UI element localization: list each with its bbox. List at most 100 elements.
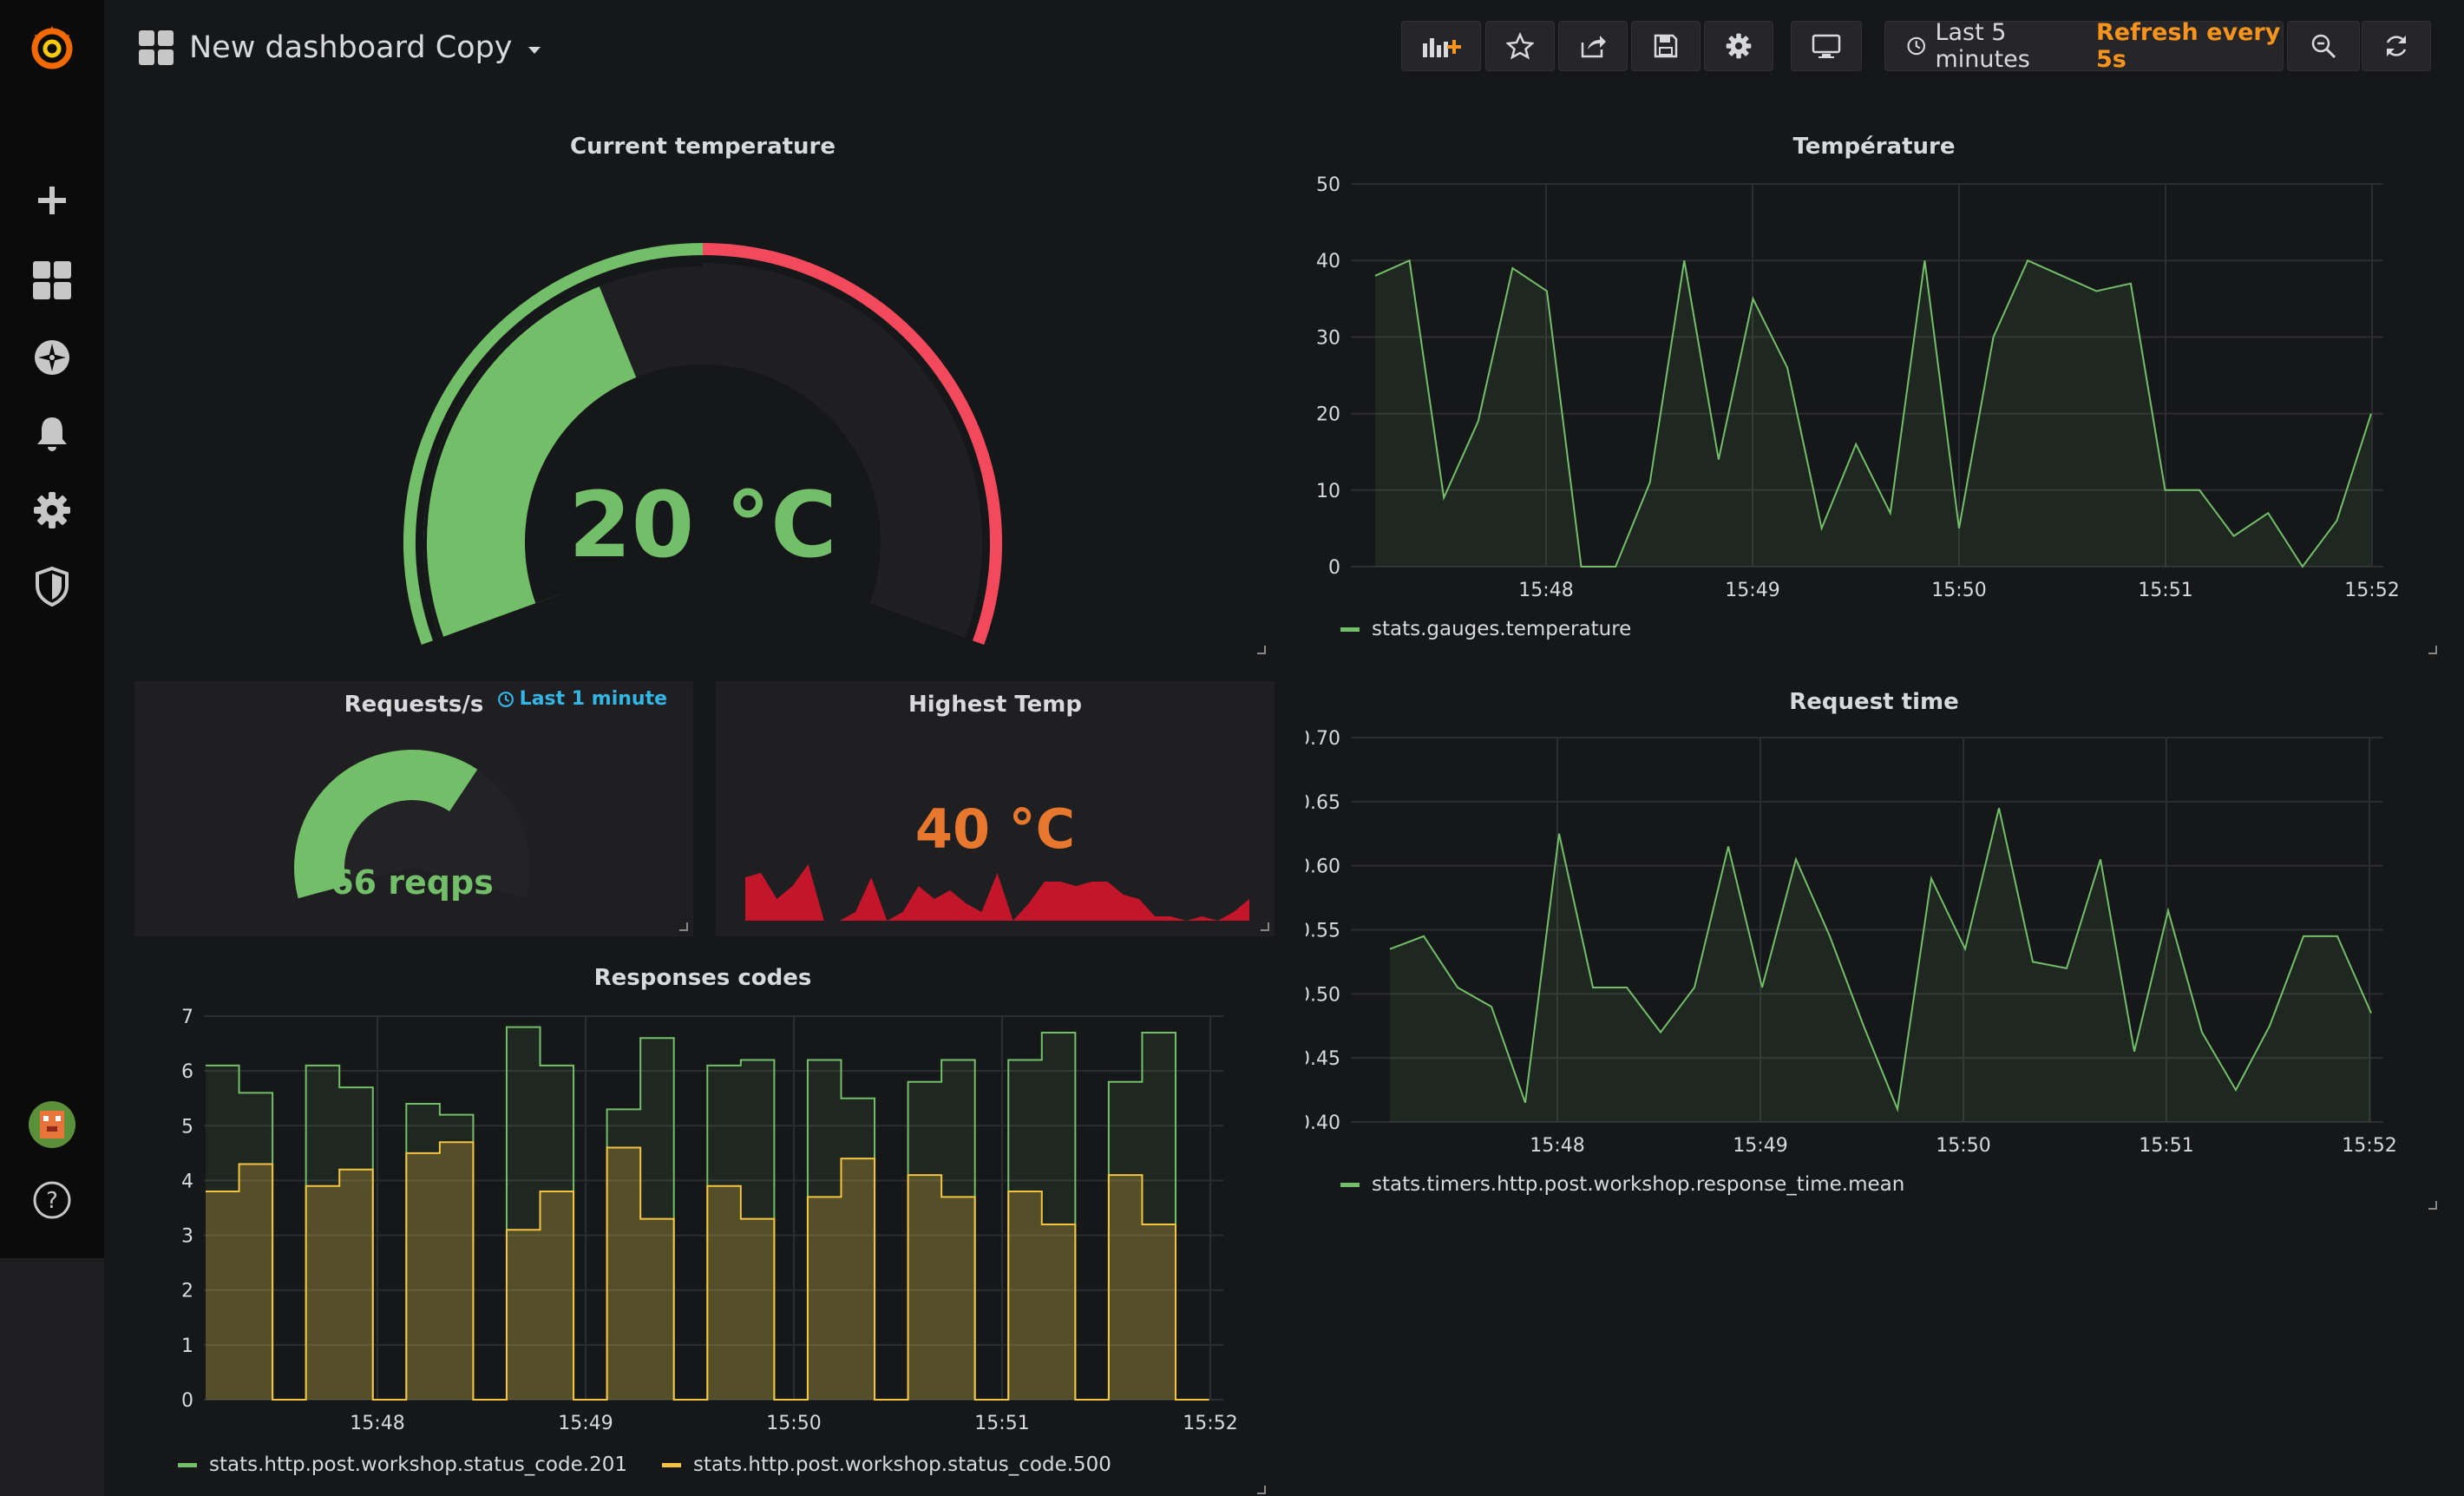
- legend-item[interactable]: stats.timers.http.post.workshop.response…: [1340, 1173, 1904, 1196]
- gauge-threshold-green: [403, 243, 704, 645]
- gauge-value-arc: [294, 750, 478, 899]
- legend-label[interactable]: stats.http.post.workshop.status_code.500: [692, 1453, 1111, 1476]
- x-tick-label: 15:52: [1183, 1413, 1237, 1434]
- panel-resize-handle[interactable]: [1257, 1486, 1266, 1494]
- legend-swatch: [1340, 627, 1360, 632]
- request-time-chart: 0.40 0.45 0.50 0.55 0.60 0.65 0.70 15:48 15:49 15…: [1306, 728, 2397, 1157]
- save-icon: [1654, 34, 1678, 58]
- panel-resize-handle[interactable]: [1261, 922, 1269, 931]
- y-tick-label: 0.50: [1306, 984, 1340, 1006]
- x-tick-label: 15:49: [1725, 580, 1779, 601]
- panel-title[interactable]: Responses codes: [593, 965, 812, 991]
- legend-swatch: [661, 1462, 681, 1467]
- y-tick-label: 4: [181, 1171, 193, 1192]
- temperature-chart: 0 10 20 30 40 50 15:48 15:49 15:50 15:51 15:52: [1316, 174, 2400, 601]
- x-tick-label: 15:52: [2344, 580, 2399, 601]
- x-tick-label: 15:50: [766, 1413, 821, 1434]
- x-tick-label: 15:48: [350, 1413, 404, 1434]
- panel-title[interactable]: Requests/s: [344, 692, 484, 718]
- legend-item[interactable]: stats.gauges.temperature: [1340, 618, 1631, 640]
- alerting-icon[interactable]: [26, 408, 78, 460]
- explore-icon[interactable]: [26, 331, 78, 384]
- star-button[interactable]: [1485, 21, 1555, 71]
- legend-label[interactable]: stats.http.post.workshop.status_code.201: [209, 1453, 627, 1476]
- x-tick-label: 15:48: [1530, 1135, 1584, 1157]
- legend-label[interactable]: stats.gauges.temperature: [1372, 618, 1632, 640]
- dashboard-grid-icon: [139, 30, 174, 65]
- y-tick-label: 30: [1316, 327, 1340, 349]
- refresh-button[interactable]: [2362, 21, 2431, 71]
- time-range-label[interactable]: Last 5 minutes: [1935, 19, 2030, 73]
- temperature-gauge: 20 °C: [403, 243, 1002, 645]
- x-tick-label: 15:48: [1518, 580, 1573, 601]
- zoom-out-button[interactable]: [2287, 21, 2360, 71]
- clock-icon: [497, 691, 514, 707]
- chart-legend: stats.gauges.temperature: [1340, 618, 1631, 640]
- y-tick-label: 1: [181, 1335, 193, 1357]
- panel-requests: Requests/s Last 1 minute 66 reqps: [134, 681, 693, 936]
- x-tick-label: 15:51: [2139, 1135, 2193, 1157]
- panel-request-time: Request time 0.40 0.45 0.50 0.55 0.60 0.65 0.7…: [1306, 677, 2442, 1215]
- time-override-label: Last 1 minute: [519, 688, 667, 710]
- y-tick-label: 40: [1316, 251, 1340, 272]
- save-button[interactable]: [1631, 21, 1701, 71]
- series-line: [1389, 807, 2372, 1113]
- configuration-icon[interactable]: [26, 484, 78, 536]
- panel-title[interactable]: Current temperature: [569, 134, 836, 160]
- dashboards-icon[interactable]: [26, 254, 78, 306]
- panel-resize-handle[interactable]: [679, 922, 688, 931]
- panel-title[interactable]: Température: [1792, 134, 1956, 160]
- gauge-gap-line: [423, 263, 704, 639]
- series-line: [1374, 259, 2372, 568]
- x-tick-label: 15:50: [1931, 580, 1986, 601]
- panel-resize-handle[interactable]: [2428, 646, 2437, 654]
- help-icon[interactable]: ?: [26, 1174, 78, 1226]
- y-tick-label: 10: [1316, 481, 1340, 502]
- refresh-interval-label[interactable]: Refresh every 5s: [2095, 19, 2281, 73]
- share-button[interactable]: [1558, 21, 1628, 71]
- avatar[interactable]: [26, 1099, 78, 1151]
- y-tick-label: 0.40: [1306, 1112, 1340, 1134]
- zoom-out-icon: [2311, 34, 2336, 59]
- panel-current-temperature: Current temperature 20 °C: [134, 121, 1271, 659]
- panel-responses-codes: Responses codes 0 1 2 3 4 5 6 7 15:48 15:49 15:50 1…: [134, 955, 1271, 1496]
- legend-item[interactable]: stats.http.post.workshop.status_code.201: [178, 1453, 627, 1476]
- plus-icon[interactable]: [26, 174, 78, 226]
- gauge-value-text: 66 reqps: [331, 863, 494, 902]
- legend-swatch: [178, 1462, 197, 1467]
- legend-swatch: [1340, 1182, 1360, 1187]
- dashboard-title-picker[interactable]: New dashboard Copy: [139, 26, 541, 69]
- x-tick-label: 15:50: [1936, 1135, 1990, 1157]
- panel-resize-handle[interactable]: [1257, 646, 1266, 654]
- panel-title[interactable]: Highest Temp: [908, 692, 1082, 718]
- y-tick-label: 20: [1316, 404, 1340, 426]
- legend-label[interactable]: stats.timers.http.post.workshop.response…: [1372, 1173, 1905, 1196]
- settings-button[interactable]: [1704, 21, 1773, 71]
- sidebar: ?: [0, 0, 104, 1258]
- gauge-inner-mask: [524, 364, 881, 604]
- star-icon: [1506, 32, 1534, 60]
- requests-gauge: 66 reqps: [294, 750, 530, 902]
- y-tick-label: 0.55: [1306, 921, 1340, 942]
- chevron-down-icon: [528, 47, 541, 54]
- legend-item[interactable]: stats.http.post.workshop.status_code.500: [661, 1453, 1111, 1476]
- series-area: [1375, 260, 2371, 567]
- shield-icon[interactable]: [26, 561, 78, 613]
- add-panel-button[interactable]: [1401, 21, 1481, 71]
- sparkline: [745, 864, 1249, 921]
- dashboard-title[interactable]: New dashboard Copy: [189, 30, 513, 65]
- tv-mode-button[interactable]: [1791, 21, 1862, 71]
- y-tick-label: 0.60: [1306, 856, 1340, 878]
- y-tick-label: 2: [181, 1281, 193, 1302]
- y-tick-label: 50: [1316, 174, 1340, 196]
- y-tick-label: 5: [181, 1116, 193, 1138]
- y-tick-label: 0: [1328, 557, 1340, 579]
- panel-highest-temp: Highest Temp 40 °C: [716, 681, 1275, 936]
- panel-title[interactable]: Request time: [1789, 689, 1959, 715]
- time-picker[interactable]: Last 5 minutes Refresh every 5s: [1884, 19, 2284, 73]
- gauge-value-arc: [423, 283, 646, 639]
- grafana-logo[interactable]: [26, 21, 78, 73]
- panel-resize-handle[interactable]: [2428, 1201, 2437, 1210]
- responses-codes-chart: 0 1 2 3 4 5 6 7 15:48 15:49 15:50 15:51 15:52: [181, 1007, 1238, 1434]
- share-icon: [1581, 36, 1606, 58]
